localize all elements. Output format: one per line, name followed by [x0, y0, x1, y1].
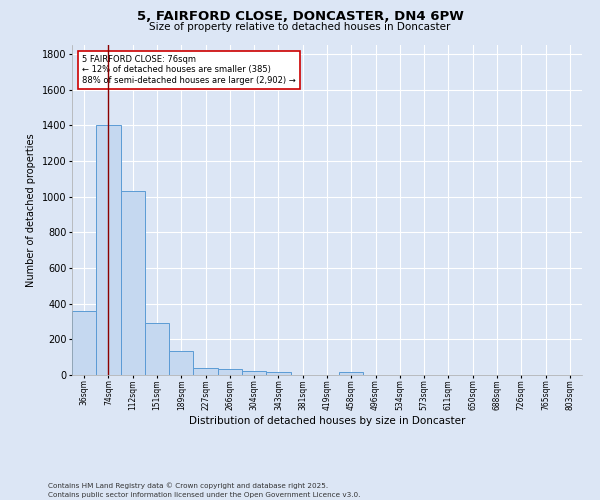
X-axis label: Distribution of detached houses by size in Doncaster: Distribution of detached houses by size …	[189, 416, 465, 426]
Text: 5 FAIRFORD CLOSE: 76sqm
← 12% of detached houses are smaller (385)
88% of semi-d: 5 FAIRFORD CLOSE: 76sqm ← 12% of detache…	[82, 55, 296, 84]
Bar	[242, 371, 266, 375]
Text: Contains HM Land Registry data © Crown copyright and database right 2025.: Contains HM Land Registry data © Crown c…	[48, 482, 328, 489]
Bar	[145, 324, 169, 375]
Bar	[266, 372, 290, 375]
Bar	[339, 372, 364, 375]
Y-axis label: Number of detached properties: Number of detached properties	[26, 133, 36, 287]
Bar	[72, 311, 96, 375]
Bar	[169, 351, 193, 375]
Text: Contains public sector information licensed under the Open Government Licence v3: Contains public sector information licen…	[48, 492, 361, 498]
Text: Size of property relative to detached houses in Doncaster: Size of property relative to detached ho…	[149, 22, 451, 32]
Bar	[121, 192, 145, 375]
Bar	[193, 368, 218, 375]
Bar	[218, 369, 242, 375]
Text: 5, FAIRFORD CLOSE, DONCASTER, DN4 6PW: 5, FAIRFORD CLOSE, DONCASTER, DN4 6PW	[137, 10, 463, 23]
Bar	[96, 126, 121, 375]
